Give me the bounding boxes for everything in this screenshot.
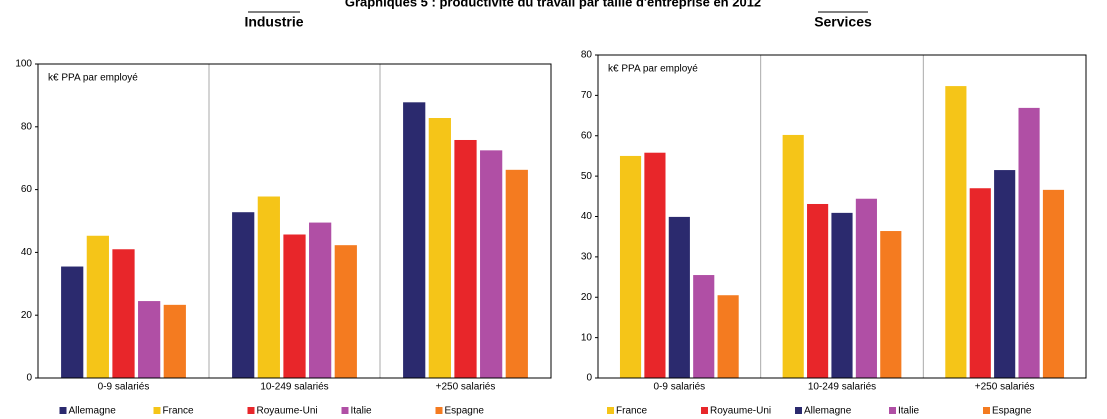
bar — [257, 196, 280, 378]
bar — [232, 212, 255, 378]
legend-label: France — [163, 406, 195, 417]
page-title: Graphiques 5 : productivité du travail p… — [345, 0, 761, 9]
bar — [807, 203, 829, 378]
bar — [994, 170, 1016, 378]
bar — [309, 222, 332, 378]
legend-label: Italie — [898, 406, 920, 417]
bar — [880, 231, 902, 378]
bar — [668, 216, 690, 378]
y-tick-label: 70 — [581, 90, 593, 101]
bar — [61, 266, 84, 378]
y-tick-label: 10 — [581, 332, 593, 343]
y-tick-label: 80 — [21, 121, 33, 132]
legend-swatch — [795, 407, 802, 414]
bar — [454, 139, 477, 378]
bar — [1018, 107, 1040, 379]
legend-swatch — [983, 407, 990, 414]
legend-label: Allemagne — [69, 406, 117, 417]
unit-label: k€ PPA par employé — [608, 64, 698, 75]
legend-label: France — [616, 406, 648, 417]
bar — [112, 249, 135, 378]
bar — [163, 304, 186, 378]
y-tick-label: 0 — [26, 373, 32, 384]
bar — [782, 134, 804, 378]
legend-swatch — [247, 407, 255, 414]
legend-label: Italie — [351, 406, 373, 417]
legend-swatch — [59, 407, 67, 414]
legend-label: Royaume-Uni — [257, 406, 318, 417]
y-tick-label: 40 — [581, 211, 593, 222]
legend-swatch — [889, 407, 896, 414]
bar — [86, 235, 109, 378]
bar — [619, 155, 642, 378]
bar — [945, 86, 967, 379]
legend-swatch — [341, 407, 349, 414]
bar — [480, 150, 503, 378]
x-tick-label: 10-249 salariés — [808, 382, 876, 393]
bar — [138, 301, 161, 378]
bar — [693, 275, 715, 378]
y-tick-label: 20 — [21, 310, 33, 321]
x-tick-label: 0-9 salariés — [653, 382, 705, 393]
plot-frame — [597, 54, 1087, 379]
y-tick-label: 0 — [586, 373, 592, 384]
x-tick-label: +250 salariés — [975, 382, 1035, 393]
y-tick-label: 60 — [581, 130, 593, 141]
bar — [283, 234, 306, 378]
x-tick-label: 0-9 salariés — [98, 382, 150, 393]
y-tick-label: 50 — [581, 171, 593, 182]
chart-subtitle: Industrie — [244, 14, 303, 30]
bar — [855, 198, 877, 378]
legend-swatch — [153, 407, 161, 414]
chart-subtitle: Services — [814, 14, 872, 30]
y-tick-label: 100 — [15, 59, 32, 70]
y-tick-label: 40 — [21, 247, 33, 258]
y-tick-label: 30 — [581, 252, 593, 263]
bar — [334, 245, 357, 378]
legend-label: Allemagne — [804, 406, 852, 417]
bar — [428, 118, 451, 379]
plot-frame — [37, 63, 552, 379]
x-tick-label: +250 salariés — [436, 382, 496, 393]
x-tick-label: 10-249 salariés — [260, 382, 328, 393]
y-tick-label: 20 — [581, 292, 593, 303]
bar — [717, 295, 739, 378]
y-tick-label: 60 — [21, 184, 33, 195]
unit-label: k€ PPA par employé — [48, 73, 138, 84]
legend-swatch — [701, 407, 708, 414]
bar — [403, 102, 426, 379]
bar — [969, 188, 991, 378]
legend-label: Royaume-Uni — [710, 406, 771, 417]
bar — [644, 152, 666, 378]
bar — [1042, 189, 1065, 378]
y-tick-label: 80 — [581, 50, 593, 61]
bar — [505, 169, 528, 378]
legend-label: Espagne — [445, 406, 485, 417]
bar — [831, 212, 853, 378]
legend-swatch — [607, 407, 614, 414]
legend-swatch — [435, 407, 443, 414]
legend-label: Espagne — [992, 406, 1032, 417]
